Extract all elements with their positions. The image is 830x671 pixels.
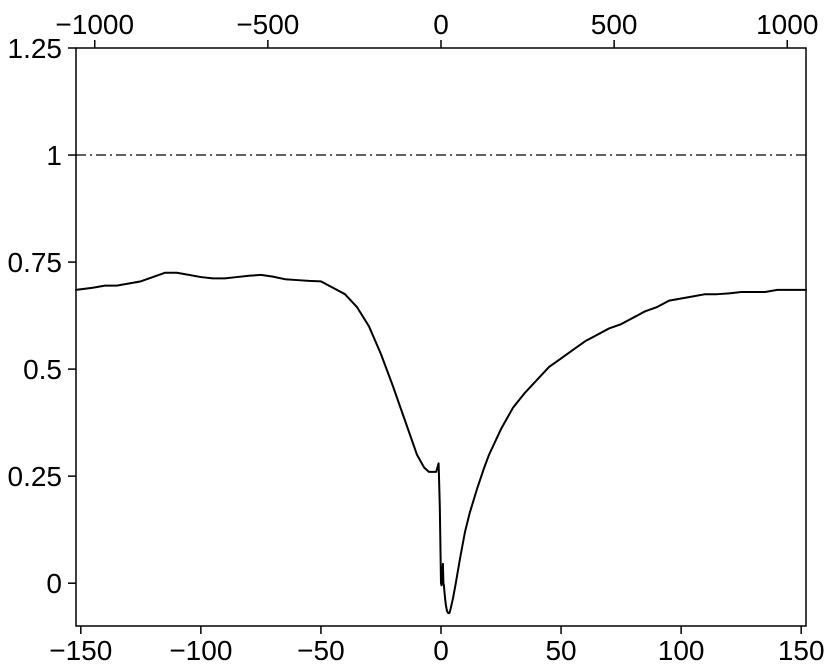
bottom-axis-tick-label: −150 — [49, 635, 112, 666]
series-layer — [75, 271, 807, 615]
series-line — [75, 271, 807, 615]
bottom-axis-tick-label: 100 — [658, 635, 705, 666]
top-axis-tick-label: 1000 — [756, 9, 818, 40]
left-axis-tick-label: 0.75 — [8, 247, 63, 278]
bottom-axis-tick-label: 0 — [433, 635, 449, 666]
left-axis-tick-label: 0.25 — [8, 461, 63, 492]
left-axis-tick-label: 1.25 — [8, 33, 63, 64]
left-axis-tick-label: 0 — [46, 568, 62, 599]
bottom-axis-tick-label: 150 — [778, 635, 825, 666]
top-axis-tick-label: 500 — [591, 9, 638, 40]
axis-layer: −150 −100 −50 0 50 100 150−1000 −500 0 500 100000.… — [8, 9, 825, 666]
left-axis-tick-label: 1 — [46, 140, 62, 171]
bottom-axis-tick-label: −100 — [169, 635, 232, 666]
top-axis-tick-label: 0 — [433, 9, 449, 40]
top-axis-tick-label: −1000 — [55, 9, 134, 40]
left-axis-tick-label: 0.5 — [23, 354, 62, 385]
top-axis-tick-label: −500 — [236, 9, 299, 40]
bottom-axis-tick-label: 50 — [545, 635, 576, 666]
bottom-axis-tick-label: −50 — [297, 635, 345, 666]
